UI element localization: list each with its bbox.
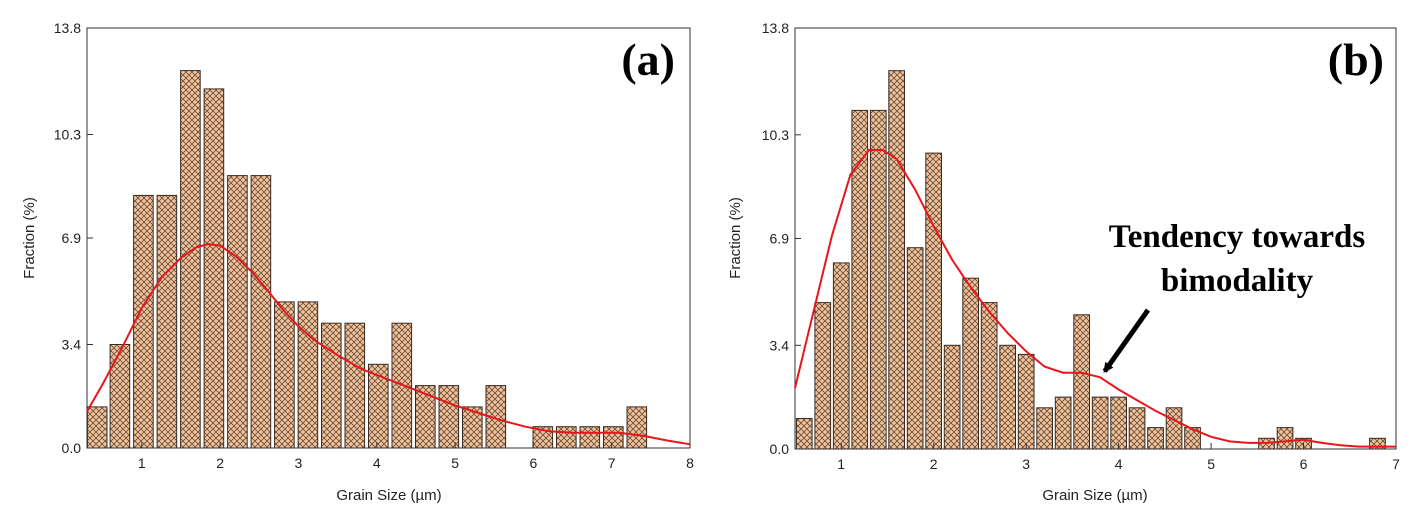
chart-b-x-tick-label: 1 bbox=[837, 456, 845, 472]
chart-a-y-axis-label: Fraction (%) bbox=[21, 197, 38, 279]
chart-a-x-tick-label: 4 bbox=[373, 455, 381, 471]
chart-b-bar bbox=[1036, 407, 1054, 450]
chart-a-bar bbox=[438, 385, 460, 449]
chart-b-bar bbox=[795, 418, 813, 450]
chart-b-bar bbox=[1091, 396, 1109, 450]
chart-b-x-axis-label: Grain Size (µm) bbox=[1042, 487, 1147, 504]
annotation-line-1: Tendency towards bbox=[1109, 219, 1366, 255]
chart-b-panel-label: (b) bbox=[1328, 34, 1384, 85]
chart-b-x-tick-label: 3 bbox=[1022, 456, 1030, 472]
chart-b-bar bbox=[1369, 437, 1386, 450]
chart-b-bar bbox=[1110, 396, 1128, 450]
chart-a-y-tick-label: 6.9 bbox=[62, 230, 82, 246]
chart-b-y-tick-label: 3.4 bbox=[770, 337, 790, 353]
chart-a-bar bbox=[579, 426, 601, 449]
chart-b-bar bbox=[925, 152, 942, 450]
chart-a-bar bbox=[462, 406, 483, 449]
chart-b-bar bbox=[906, 247, 924, 450]
chart-a-bar bbox=[415, 385, 436, 449]
chart-b-bar bbox=[980, 302, 998, 450]
chart-b-y-tick-label: 13.8 bbox=[762, 20, 789, 36]
chart-a-bar bbox=[250, 175, 272, 449]
chart-a-bar bbox=[203, 88, 225, 449]
chart-b-y-tick-label: 0.0 bbox=[770, 441, 790, 457]
chart-a-bar bbox=[556, 426, 577, 449]
chart-b-fit-curve bbox=[794, 149, 1396, 448]
chart-a-bar bbox=[133, 194, 154, 449]
chart-a-bar bbox=[86, 406, 108, 449]
chart-b-bar bbox=[1165, 407, 1183, 450]
chart-a-bar bbox=[297, 301, 319, 449]
chart-b-x-tick-label: 7 bbox=[1392, 456, 1400, 472]
chart-b-bar bbox=[814, 302, 832, 450]
chart-a-panel-label: (a) bbox=[621, 34, 675, 85]
chart-b-bar bbox=[1128, 407, 1146, 450]
annotation-arrow bbox=[1102, 308, 1151, 373]
chart-a-fit-curve bbox=[86, 243, 691, 446]
chart-b-bar bbox=[999, 344, 1016, 450]
chart-b-bar bbox=[869, 109, 887, 450]
chart-a-bar bbox=[109, 344, 131, 449]
chart-a-x-tick-label: 7 bbox=[608, 455, 616, 471]
chart-a-bar bbox=[274, 301, 295, 449]
chart-a-x-tick-label: 8 bbox=[686, 455, 694, 471]
chart-a-bar bbox=[344, 322, 366, 449]
chart-b-bar bbox=[943, 344, 961, 450]
chart-b-bar bbox=[1184, 427, 1201, 450]
chart-b-bar bbox=[888, 70, 905, 450]
chart-b-x-tick-label: 5 bbox=[1207, 456, 1215, 472]
chart-b-bar bbox=[1073, 314, 1091, 450]
chart-b-y-tick-label: 10.3 bbox=[762, 127, 789, 143]
chart-a-bar bbox=[368, 363, 389, 449]
chart-b-bar bbox=[1017, 353, 1035, 450]
chart-a-x-tick-label: 3 bbox=[295, 455, 303, 471]
chart-a-bar bbox=[156, 194, 178, 449]
chart-b-bar bbox=[1054, 396, 1072, 450]
chart-b-x-tick-label: 2 bbox=[930, 456, 938, 472]
chart-b-y-tick-label: 6.9 bbox=[770, 231, 790, 247]
chart-b-bar bbox=[1276, 427, 1294, 450]
chart-a-bar bbox=[180, 70, 201, 449]
chart-a-bar bbox=[227, 175, 248, 449]
chart-b-bar bbox=[851, 109, 869, 450]
chart-b-x-tick-label: 6 bbox=[1300, 456, 1308, 472]
chart-a-x-axis-label: Grain Size (µm) bbox=[336, 487, 441, 504]
chart-a-x-tick-label: 1 bbox=[138, 455, 146, 471]
chart-a-x-tick-label: 5 bbox=[451, 455, 459, 471]
chart-a-bar bbox=[321, 322, 342, 449]
chart-a-y-tick-label: 13.8 bbox=[54, 20, 81, 36]
chart-b: 0.0 3.4 6.9 10.3 13.8 1 2 3 4 5 6 7 (b) Grain Size… bbox=[727, 20, 1400, 504]
chart-a-y-tick-label: 3.4 bbox=[62, 337, 82, 353]
chart-b-x-tick-label: 4 bbox=[1115, 456, 1123, 472]
chart-a: 0.0 3.4 6.9 10.3 13.8 1 2 3 4 5 6 7 8 (a) Grain Siz… bbox=[21, 20, 694, 504]
chart-a-y-tick-label: 0.0 bbox=[62, 440, 82, 456]
chart-a-x-tick-label: 2 bbox=[216, 455, 224, 471]
chart-b-bar bbox=[962, 277, 979, 450]
annotation-line-2: bimodality bbox=[1161, 263, 1314, 299]
chart-a-x-tick-label: 6 bbox=[530, 455, 538, 471]
chart-a-y-tick-label: 10.3 bbox=[54, 127, 81, 143]
chart-b-y-axis-label: Fraction (%) bbox=[727, 197, 744, 279]
chart-a-bar bbox=[485, 385, 507, 449]
chart-b-bar bbox=[832, 262, 850, 450]
chart-b-bar bbox=[1147, 427, 1164, 450]
chart-a-bar bbox=[603, 426, 624, 449]
chart-a-bar bbox=[626, 406, 648, 449]
